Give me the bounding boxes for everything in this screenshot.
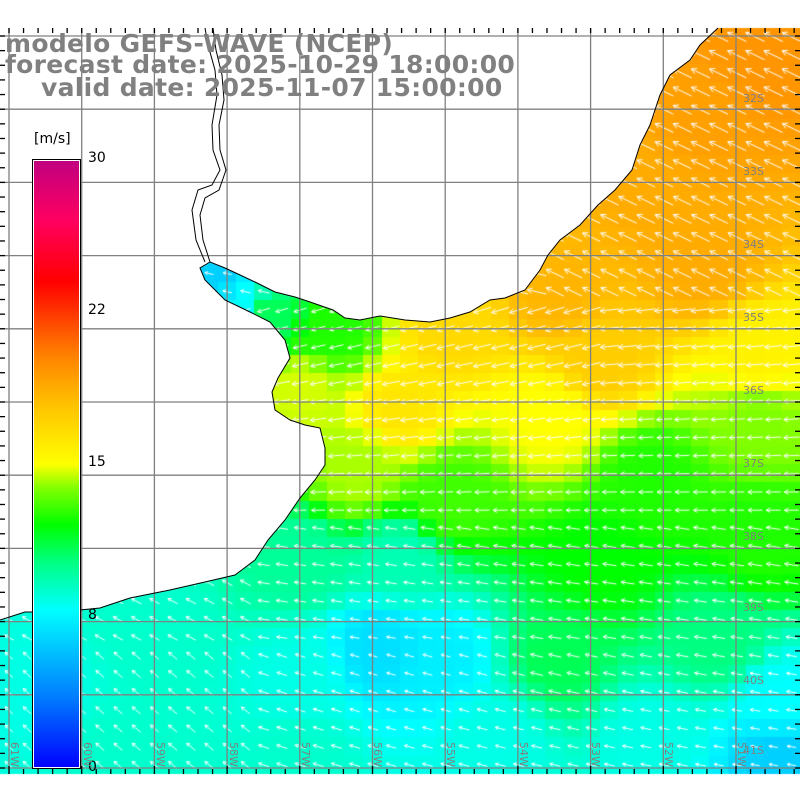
latitude-label: 33S <box>743 165 764 178</box>
colorbar <box>32 159 81 769</box>
longitude-label: 54W <box>517 742 530 767</box>
latitude-label: 32S <box>743 92 764 105</box>
latitude-label: 34S <box>743 238 764 251</box>
coastline <box>0 27 719 621</box>
latitude-label: 40S <box>743 674 764 687</box>
longitude-label: 52W <box>662 742 675 767</box>
colorbar-unit: [m/s] <box>34 131 71 147</box>
latitude-label: 35S <box>743 311 764 324</box>
colorbar-label: 0 <box>88 759 97 775</box>
graticule <box>0 28 800 774</box>
latitude-label: 37S <box>743 457 764 470</box>
longitude-label: 53W <box>589 742 602 767</box>
model-title: modelo GEFS-WAVE (NCEP) <box>5 29 394 58</box>
longitude-label: 58W <box>227 742 240 767</box>
latitude-label: 39S <box>743 601 764 614</box>
valid-date: valid date: 2025-11-07 15:00:00 <box>41 73 503 102</box>
longitude-label: 55W <box>444 742 457 767</box>
latitude-label: 38S <box>743 530 764 543</box>
latitude-label: 41S <box>743 744 764 757</box>
colorbar-label: 15 <box>88 454 106 470</box>
longitude-label: 57W <box>299 742 312 767</box>
latitude-label: 36S <box>743 384 764 397</box>
longitude-label: 59W <box>154 742 167 767</box>
longitude-label: 51W <box>735 742 748 767</box>
forecast-date: forecast date: 2025-10-29 18:00:00 <box>5 50 516 79</box>
longitude-label: 60W <box>81 742 94 767</box>
axis-ticks <box>0 28 800 774</box>
longitude-label: 56W <box>371 742 384 767</box>
longitude-label: 61W <box>8 742 21 767</box>
uruguay-river <box>191 27 227 263</box>
colorbar-label: 30 <box>88 150 106 166</box>
colorbar-label: 22 <box>88 302 106 318</box>
colorbar-label: 8 <box>88 607 97 623</box>
